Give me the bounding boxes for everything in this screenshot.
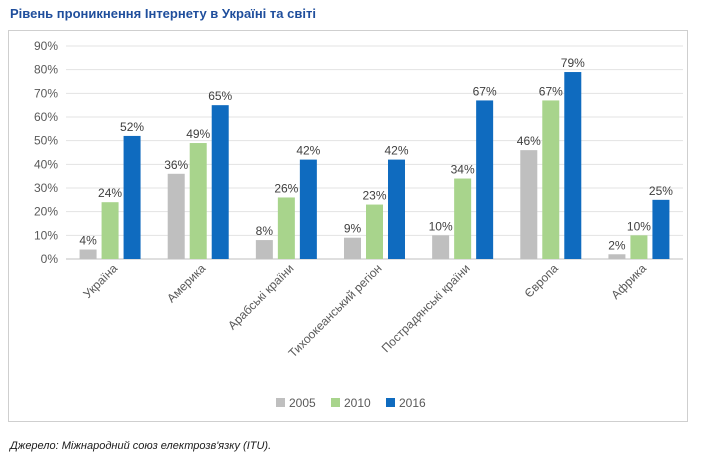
source-note: Джерело: Міжнародний союз електрозв'язку… xyxy=(10,440,272,452)
bar-chart: 0% 10% 20% 30% 40% 50% 60% 70% 80% 90% 4% 24% 52% Укр… xyxy=(34,39,683,410)
y-tick-label: 0% xyxy=(41,252,59,266)
bar-2005 xyxy=(432,235,450,259)
y-tick-label: 90% xyxy=(34,39,58,53)
bar-2010 xyxy=(277,197,295,259)
y-tick-label: 50% xyxy=(34,134,58,148)
data-label: 23% xyxy=(362,189,386,203)
data-label: 8% xyxy=(256,224,274,238)
y-tick-label: 70% xyxy=(34,86,58,100)
bar-2016 xyxy=(652,199,670,259)
x-tick-label: Україна xyxy=(80,261,120,301)
bar-2016 xyxy=(123,135,141,259)
data-label: 49% xyxy=(186,127,210,141)
bar-2010 xyxy=(454,178,472,259)
y-tick-label: 10% xyxy=(34,228,58,242)
data-label: 79% xyxy=(561,56,585,70)
y-tick-label: 80% xyxy=(34,63,58,77)
bar-2016 xyxy=(476,100,494,259)
data-label: 42% xyxy=(296,144,320,158)
y-tick-label: 60% xyxy=(34,110,58,124)
x-tick-label: Тихоокеанський регіон xyxy=(286,261,385,360)
x-tick-label: Пострадянські країни xyxy=(379,261,473,355)
data-label: 10% xyxy=(429,219,453,233)
data-label: 9% xyxy=(344,222,362,236)
chart-frame xyxy=(8,30,688,422)
bar-2016 xyxy=(211,105,229,260)
bar-2010 xyxy=(630,235,648,259)
data-label: 65% xyxy=(208,89,232,103)
data-label: 26% xyxy=(274,181,298,195)
bar-2005 xyxy=(255,240,273,259)
legend-label: 2016 xyxy=(399,396,426,410)
data-label: 4% xyxy=(79,234,97,248)
y-tick-label: 40% xyxy=(34,157,58,171)
legend-label: 2005 xyxy=(289,396,316,410)
legend-swatch-2010 xyxy=(331,398,340,407)
data-label: 46% xyxy=(517,134,541,148)
data-label: 67% xyxy=(539,84,563,98)
bar-2005 xyxy=(520,150,538,259)
data-label: 36% xyxy=(164,158,188,172)
legend-swatch-2005 xyxy=(276,398,285,407)
bar-2005 xyxy=(608,254,626,259)
data-label: 24% xyxy=(98,186,122,200)
bar-2010 xyxy=(366,204,383,259)
data-label: 52% xyxy=(120,120,144,134)
bar-2010 xyxy=(101,202,119,259)
y-tick-label: 20% xyxy=(34,205,58,219)
legend-label: 2010 xyxy=(344,396,371,410)
chart-title: Рівень проникнення Інтернету в Україні т… xyxy=(10,6,316,21)
x-tick-label: Європа xyxy=(522,261,561,300)
bar-2005 xyxy=(79,249,97,259)
data-label: 25% xyxy=(649,184,673,198)
data-label: 42% xyxy=(384,144,408,158)
bar-2016 xyxy=(299,159,317,259)
bar-2010 xyxy=(542,100,560,259)
bar-2005 xyxy=(344,237,361,259)
legend-swatch-2016 xyxy=(386,398,395,407)
bar-2005 xyxy=(167,173,185,259)
x-tick-label: Африка xyxy=(608,261,649,302)
x-tick-label: Америка xyxy=(164,261,208,305)
x-tick-label: Арабські країни xyxy=(225,261,296,332)
bar-2010 xyxy=(189,143,207,259)
data-label: 10% xyxy=(627,219,651,233)
bar-2016 xyxy=(388,159,405,259)
data-label: 2% xyxy=(608,238,626,252)
bar-2016 xyxy=(564,72,582,260)
y-tick-label: 30% xyxy=(34,181,58,195)
data-label: 34% xyxy=(451,163,475,177)
data-label: 67% xyxy=(473,84,497,98)
